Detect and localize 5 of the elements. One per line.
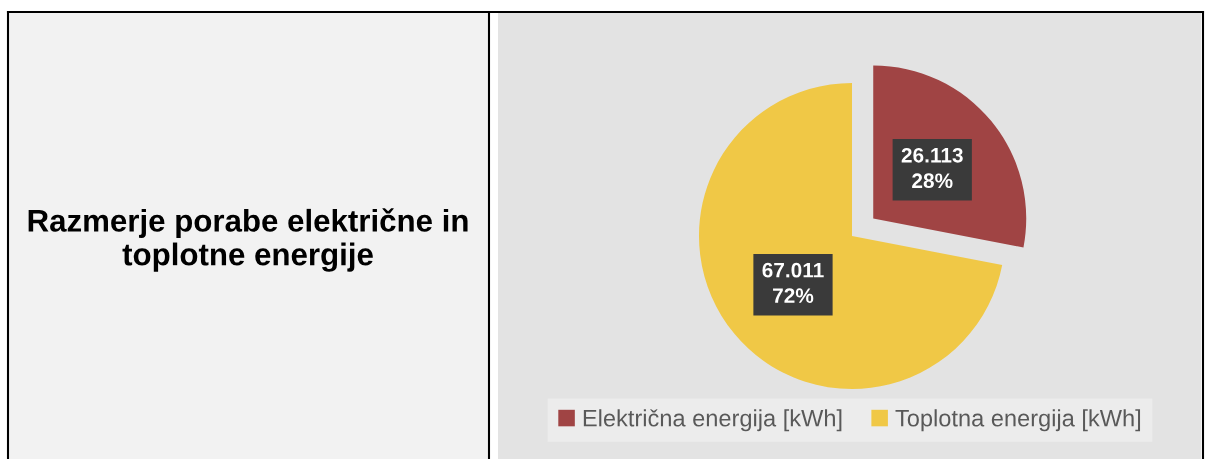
text: Razmerje porabe električne in toplotne energije [28,208,468,272]
data-label: 26.113 28% [901,147,963,189]
legend-label: Električna energija [kWh] [583,409,842,432]
legend-label: Toplotna energija [kWh] [895,409,1141,432]
data-label: 67.011 72% [762,262,824,303]
